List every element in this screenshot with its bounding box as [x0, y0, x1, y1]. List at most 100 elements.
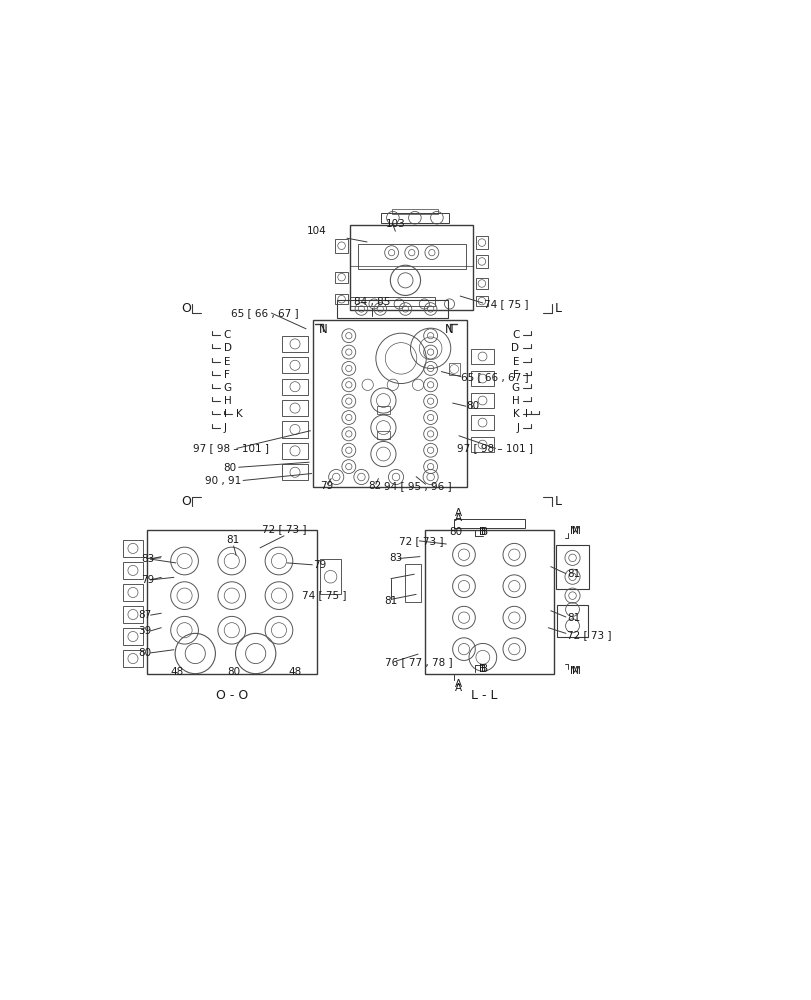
Text: 72 [ 73 ]: 72 [ 73 ]	[566, 630, 611, 640]
Text: B: B	[480, 527, 487, 537]
Text: M: M	[571, 666, 580, 676]
Text: J: J	[516, 423, 519, 433]
Text: 48: 48	[289, 667, 302, 677]
Bar	[281, 421, 308, 438]
Text: 80: 80	[223, 463, 236, 473]
Text: K: K	[512, 409, 519, 419]
Text: 79: 79	[313, 560, 326, 570]
Text: L: L	[554, 495, 561, 508]
Text: D: D	[223, 343, 231, 353]
Bar	[350, 225, 473, 310]
Text: 76 [ 77 , 78 ]: 76 [ 77 , 78 ]	[384, 657, 452, 667]
Text: F: F	[223, 370, 230, 380]
Text: 87: 87	[138, 610, 151, 620]
Text: 74 [ 75 ]: 74 [ 75 ]	[301, 590, 345, 600]
Text: 81: 81	[225, 535, 238, 545]
Bar	[337, 300, 448, 318]
Text: O: O	[181, 302, 191, 315]
Text: I: I	[223, 409, 226, 419]
Bar	[312, 320, 466, 487]
Text: J: J	[223, 423, 226, 433]
Text: C: C	[223, 330, 230, 340]
Text: L: L	[554, 302, 561, 315]
Bar	[475, 236, 487, 249]
Bar	[335, 294, 347, 304]
Text: 65 [ 66 , 67 ]: 65 [ 66 , 67 ]	[461, 372, 529, 382]
Text: H: H	[223, 396, 231, 406]
Bar	[475, 255, 487, 268]
Text: N: N	[444, 323, 453, 336]
Bar	[281, 379, 308, 395]
Bar	[405, 564, 421, 602]
Text: 81: 81	[384, 596, 397, 606]
Text: A: A	[455, 683, 462, 693]
Text: B: B	[478, 527, 486, 537]
Text: 94 [ 95 , 96 ]: 94 [ 95 , 96 ]	[383, 481, 451, 491]
Bar	[281, 464, 308, 480]
Bar	[122, 562, 143, 579]
Text: 74 [ 75 ]: 74 [ 75 ]	[483, 299, 528, 309]
Text: A: A	[455, 508, 462, 518]
Bar	[475, 296, 487, 306]
Text: G: G	[511, 383, 519, 393]
Bar	[122, 584, 143, 601]
Text: 72 [ 73 ]: 72 [ 73 ]	[261, 525, 306, 535]
Text: 65 [ 66 , 67 ]: 65 [ 66 , 67 ]	[230, 308, 298, 318]
Text: N: N	[318, 323, 327, 336]
Text: 90 , 91: 90 , 91	[204, 476, 241, 486]
Bar	[122, 628, 143, 645]
Text: 80: 80	[138, 648, 151, 658]
Bar	[470, 437, 494, 452]
Text: 80: 80	[466, 401, 479, 411]
Text: 72 [ 73 ]: 72 [ 73 ]	[398, 536, 443, 546]
Text: F: F	[513, 370, 519, 380]
Bar	[281, 336, 308, 352]
Text: A: A	[455, 513, 462, 523]
Text: 48: 48	[170, 667, 183, 677]
Text: E: E	[513, 357, 519, 367]
Bar	[335, 272, 347, 283]
Bar	[350, 297, 435, 306]
Text: C: C	[512, 330, 519, 340]
Text: E: E	[223, 357, 230, 367]
Text: 104: 104	[307, 226, 326, 236]
Text: 81: 81	[566, 613, 580, 623]
Bar	[376, 431, 389, 439]
Bar	[391, 209, 438, 214]
Text: D: D	[511, 343, 519, 353]
Bar	[147, 530, 316, 674]
Text: 84 , 85: 84 , 85	[354, 297, 390, 307]
Text: K: K	[236, 409, 242, 419]
Text: L - L: L - L	[471, 689, 497, 702]
Text: 83: 83	[389, 553, 402, 563]
Text: O: O	[181, 495, 191, 508]
Bar	[335, 239, 347, 253]
Text: M: M	[569, 526, 578, 536]
Bar	[470, 415, 494, 430]
Text: M: M	[569, 666, 578, 676]
Text: 97 [ 98 – 101 ]: 97 [ 98 – 101 ]	[457, 443, 532, 453]
Text: A: A	[455, 679, 462, 689]
Text: 80: 80	[448, 527, 461, 537]
Text: 79: 79	[320, 481, 333, 491]
Bar	[358, 244, 466, 269]
Text: 97 [ 98 – 101 ]: 97 [ 98 – 101 ]	[192, 443, 268, 453]
Text: 103: 103	[385, 219, 405, 229]
Text: G: G	[223, 383, 231, 393]
Bar	[122, 650, 143, 667]
Bar	[281, 357, 308, 373]
Bar	[453, 519, 524, 528]
Bar	[320, 559, 341, 594]
Bar	[556, 605, 587, 637]
Bar	[475, 278, 487, 289]
Text: O - O: O - O	[216, 689, 247, 702]
Bar	[556, 545, 588, 589]
Bar	[380, 213, 448, 223]
Text: 81: 81	[566, 569, 580, 579]
Text: 80: 80	[227, 667, 240, 677]
Text: 82: 82	[367, 481, 381, 491]
Bar	[470, 393, 494, 408]
Text: M: M	[571, 526, 580, 536]
Text: B: B	[480, 664, 487, 674]
Bar	[122, 540, 143, 557]
